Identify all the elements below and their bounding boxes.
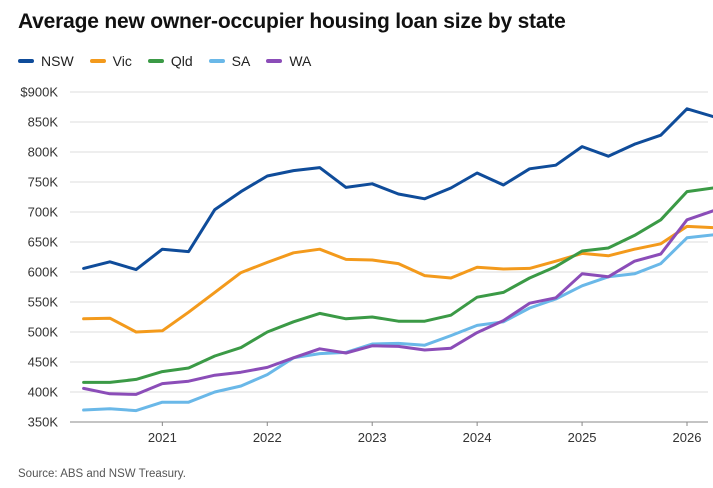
- legend: NSW Vic Qld SA WA: [18, 53, 311, 69]
- legend-item-nsw: NSW: [18, 53, 74, 69]
- y-tick-label: $900K: [20, 85, 58, 100]
- legend-item-wa: WA: [266, 53, 311, 69]
- legend-swatch-nsw: [18, 59, 34, 63]
- chart-title: Average new owner-occupier housing loan …: [18, 10, 566, 33]
- legend-label-sa: SA: [231, 53, 251, 69]
- y-tick-label: 350K: [28, 415, 59, 430]
- y-tick-label: 550K: [28, 295, 59, 310]
- y-tick-label: 850K: [28, 115, 59, 130]
- y-tick-label: 750K: [28, 175, 59, 190]
- legend-swatch-vic: [89, 59, 106, 63]
- legend-swatch-wa: [266, 59, 283, 63]
- legend-swatch-qld: [147, 59, 164, 63]
- legend-item-vic: Vic: [89, 53, 132, 69]
- legend-label-wa: WA: [289, 53, 312, 69]
- y-tick-label: 500K: [28, 325, 59, 340]
- legend-label-nsw: NSW: [41, 53, 74, 69]
- x-tick-label: 2021: [148, 430, 177, 445]
- x-tick-label: 2026: [673, 430, 702, 445]
- x-tick-label: 2023: [358, 430, 387, 445]
- source-note: Source: ABS and NSW Treasury.: [18, 468, 186, 480]
- y-tick-label: 400K: [28, 385, 59, 400]
- y-tick-label: 600K: [28, 265, 59, 280]
- series-line-vic: [82, 224, 713, 334]
- series-line-wa: [82, 209, 713, 396]
- x-tick-label: 2025: [568, 430, 597, 445]
- y-tick-label: 700K: [28, 205, 59, 220]
- legend-item-qld: Qld: [147, 53, 193, 69]
- y-tick-label: 450K: [28, 355, 59, 370]
- y-tick-label: 650K: [28, 235, 59, 250]
- legend-swatch-sa: [208, 59, 225, 63]
- y-tick-label: 800K: [28, 145, 59, 160]
- x-tick-label: 2024: [463, 430, 492, 445]
- x-tick-label: 2022: [253, 430, 282, 445]
- legend-label-vic: Vic: [112, 53, 132, 69]
- series-line-sa: [82, 233, 713, 413]
- legend-label-qld: Qld: [170, 53, 193, 69]
- series-line-qld: [82, 186, 713, 384]
- legend-item-sa: SA: [208, 53, 251, 69]
- series-line-nsw: [82, 107, 713, 272]
